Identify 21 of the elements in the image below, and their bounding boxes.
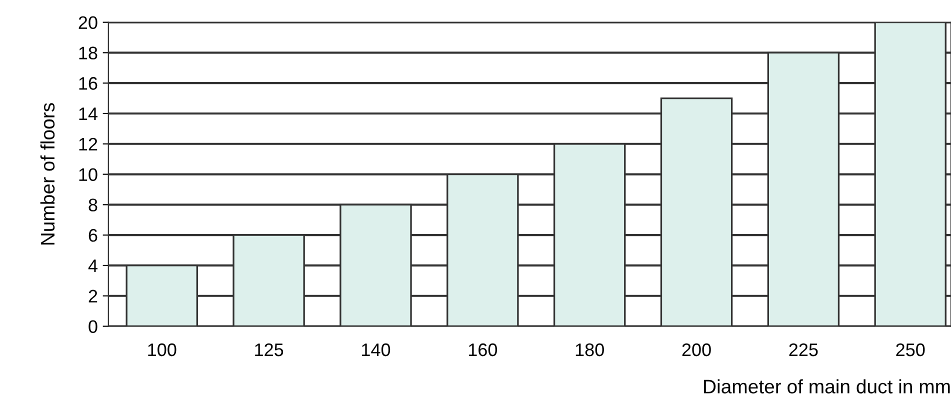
x-tick-label: 200 — [682, 343, 711, 356]
y-axis-title: Number of floors — [40, 103, 55, 245]
y-tick-label: 20 — [78, 16, 98, 30]
y-tick-label: 16 — [79, 77, 98, 90]
y-tick-label: 12 — [79, 138, 98, 150]
y-tick-label: 4 — [88, 260, 98, 272]
y-tick-label: 10 — [79, 168, 98, 182]
y-tick-label: 8 — [88, 198, 98, 212]
x-tick-label: 100 — [148, 343, 176, 356]
y-tick-label: 18 — [79, 46, 98, 60]
x-tick-label: 250 — [896, 343, 925, 356]
y-tick-label: 14 — [79, 108, 98, 120]
y-tick-label: 0 — [88, 320, 98, 333]
x-tick-label: 160 — [468, 343, 498, 356]
x-tick-label: 225 — [789, 343, 818, 356]
x-axis-title: Diameter of main duct in mm — [704, 379, 950, 394]
x-tick-label: 125 — [255, 343, 284, 356]
y-tick-label: 2 — [88, 290, 98, 302]
x-tick-label: 180 — [576, 343, 604, 356]
y-tick-label: 6 — [88, 229, 98, 242]
x-tick-label: 140 — [362, 343, 390, 356]
